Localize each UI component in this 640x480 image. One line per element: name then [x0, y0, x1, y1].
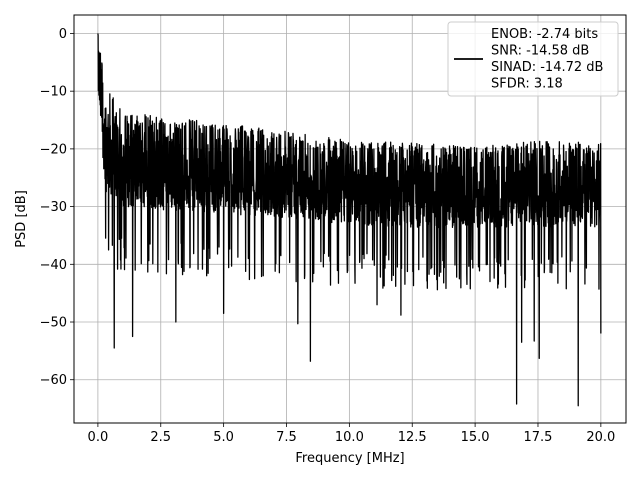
- legend: ENOB: -2.74 bits SNR: -14.58 dB SINAD: -…: [447, 21, 619, 97]
- legend-box: [447, 21, 619, 97]
- y-tick-label: −10: [40, 85, 67, 100]
- x-axis-ticks: 0.0 2.5 5.0 7.5 10.0 12.5 15.0 17.5 20.0: [88, 423, 615, 445]
- plot-area: [97, 33, 602, 407]
- axes-frame: [73, 14, 627, 424]
- y-axis-label: PSD [dB]: [14, 190, 29, 248]
- x-tick-label: 5.0: [213, 430, 234, 445]
- legend-entry-sinad: SINAD: -14.72 dB: [491, 60, 603, 75]
- psd-series-line: [97, 33, 602, 407]
- x-tick-label: 17.5: [524, 430, 553, 445]
- x-tick-label: 10.0: [335, 430, 364, 445]
- y-tick-label: −40: [40, 258, 67, 273]
- x-tick-label: 2.5: [150, 430, 171, 445]
- y-tick-label: 0: [59, 27, 67, 42]
- x-tick-label: 0.0: [88, 430, 109, 445]
- legend-entry-sfdr: SFDR: 3.18: [491, 77, 563, 92]
- y-tick-label: −60: [40, 373, 67, 388]
- y-tick-label: −50: [40, 316, 67, 331]
- y-tick-label: −30: [40, 200, 67, 215]
- x-tick-label: 15.0: [461, 430, 490, 445]
- y-tick-label: −20: [40, 142, 67, 157]
- x-tick-label: 12.5: [398, 430, 427, 445]
- x-tick-label: 7.5: [276, 430, 297, 445]
- x-axis-label: Frequency [MHz]: [295, 451, 404, 466]
- legend-entry-enob: ENOB: -2.74 bits: [491, 27, 598, 42]
- x-tick-label: 20.0: [586, 430, 615, 445]
- legend-entry-snr: SNR: -14.58 dB: [491, 44, 589, 59]
- y-axis-ticks: 0 −10 −20 −30 −40 −50 −60: [40, 27, 74, 388]
